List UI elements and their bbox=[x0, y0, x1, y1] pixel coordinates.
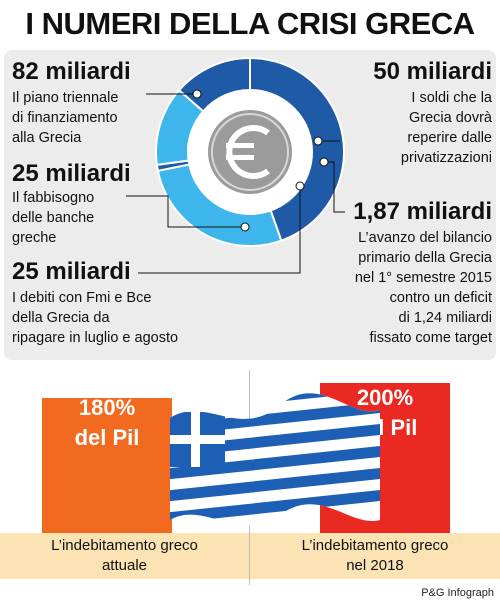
slice-desc-187: L’avanzo del bilancio primario della Gre… bbox=[354, 230, 492, 346]
bar-attuale bbox=[42, 398, 172, 533]
leader-25b bbox=[138, 188, 301, 274]
slice-label-82: 82 miliardi bbox=[12, 58, 131, 85]
page-title: I NUMERI DELLA CRISI GRECA bbox=[25, 6, 475, 41]
leader-25a bbox=[126, 195, 243, 228]
caption-attuale: L’indebitamento greco attuale bbox=[0, 533, 249, 579]
leader-187 bbox=[326, 161, 345, 213]
leader-dot-187 bbox=[319, 157, 329, 167]
leader-dot-82 bbox=[192, 89, 202, 99]
caption-2018: L’indebitamento greco nel 2018 bbox=[250, 533, 500, 579]
source-credit: P&G Infograph bbox=[421, 587, 494, 599]
slice-label-50: 50 miliardi bbox=[373, 58, 492, 85]
bar-label-attuale: 180% del Pil bbox=[74, 395, 140, 450]
leader-dot-25b bbox=[295, 181, 305, 191]
slice-desc-25-debts: I debiti con Fmi e Bce della Grecia da r… bbox=[12, 290, 179, 346]
slice-desc-25-banks: Il fabbisogno delle banche greche bbox=[12, 190, 95, 246]
slice-label-25-debts: 25 miliardi bbox=[12, 258, 131, 285]
leader-dot-25a bbox=[240, 222, 250, 232]
slice-label-187: 1,87 miliardi bbox=[353, 198, 492, 225]
slice-desc-82: Il piano triennale di finanziamento alla… bbox=[12, 90, 119, 146]
euro-icon-ring bbox=[211, 113, 289, 191]
leader-dot-50 bbox=[313, 136, 323, 146]
slice-desc-50: I soldi che la Grecia dovrà reperire dal… bbox=[400, 90, 492, 166]
euro-icon bbox=[226, 125, 270, 179]
euro-icon-circle bbox=[208, 110, 292, 194]
slice-label-25-banks: 25 miliardi bbox=[12, 160, 131, 187]
